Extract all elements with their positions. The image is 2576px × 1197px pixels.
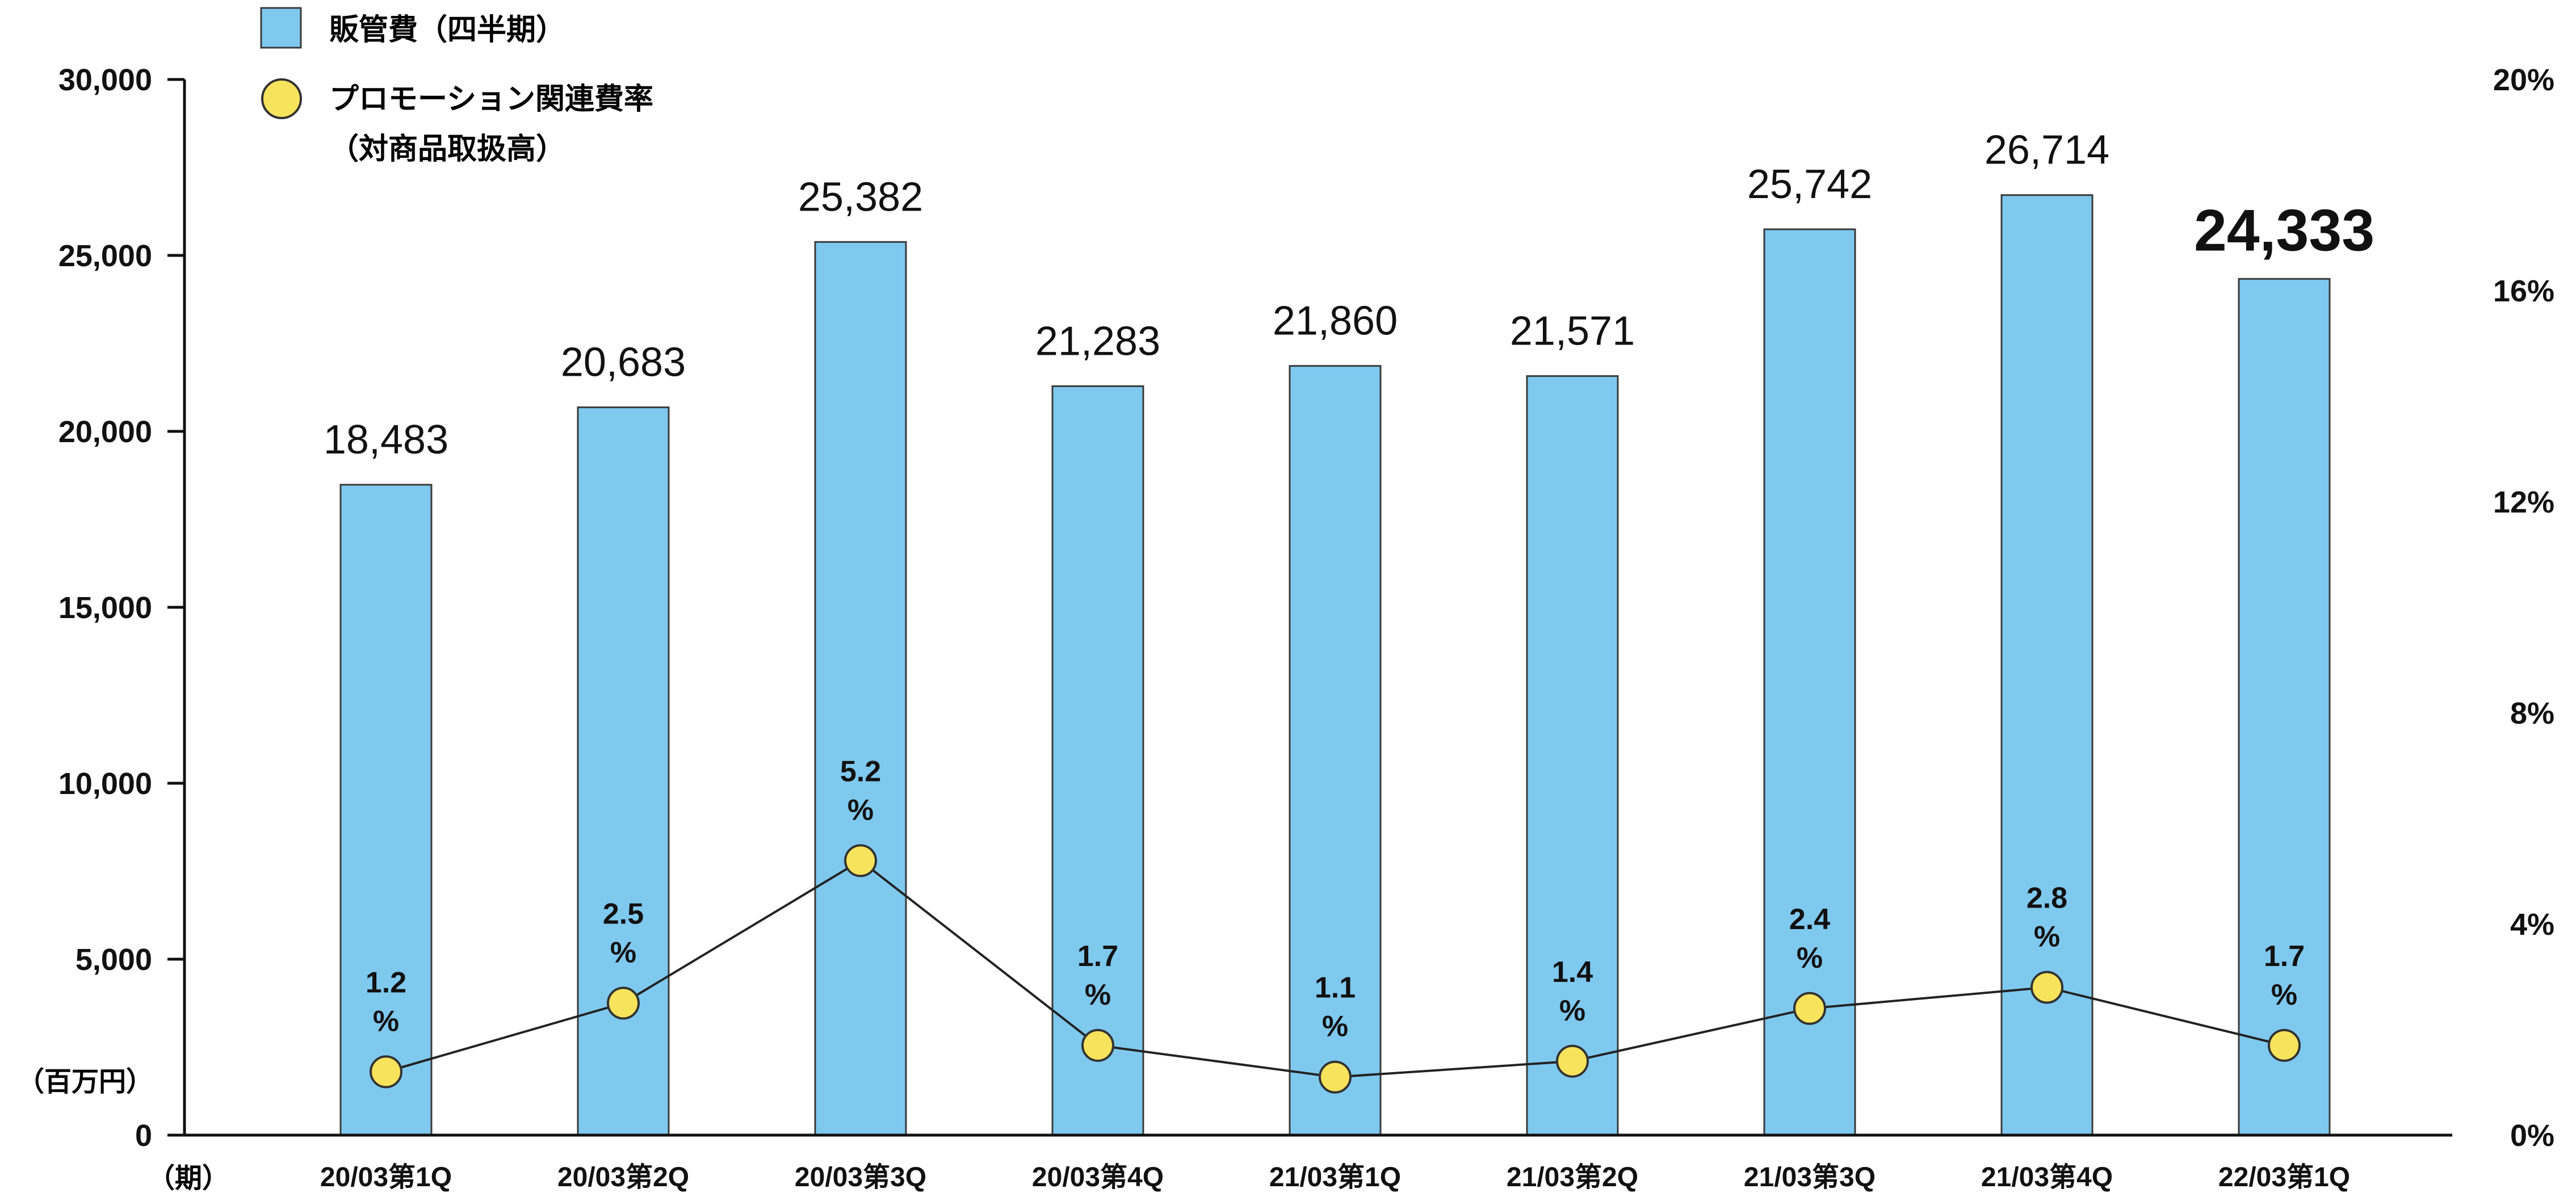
bar [1051,385,1144,1136]
line-marker [1081,1028,1114,1062]
line-value-unit: % [1085,978,1111,1011]
x-tick-label: 21/03第4Q [1981,1162,2113,1192]
right-tick-label: 0% [2510,1119,2554,1153]
bar-value-label: 24,333 [2194,198,2374,263]
left-axis-unit: （百万円） [17,1067,153,1097]
x-tick-label: 20/03第4Q [1032,1162,1164,1192]
legend-bar-swatch [260,7,302,49]
line-value-unit: % [373,1005,399,1038]
left-tick-label: 5,000 [75,943,152,977]
line-value-label: 1.7 [2264,940,2305,973]
bar [1526,375,1619,1136]
x-tick-label: 22/03第1Q [2218,1162,2350,1192]
line-marker [1793,992,1826,1025]
x-tick-label: 20/03第3Q [795,1162,926,1192]
line-series [370,844,2301,1094]
line-value-unit: % [1797,942,1823,975]
left-axis-ticks: 0 5,000 10,000 15,000 20,000 25,000 30,000 [58,63,184,1153]
x-tick-label: 21/03第2Q [1507,1162,1638,1192]
line-value-label: 1.1 [1315,972,1356,1005]
line-marker [370,1055,402,1089]
line-value-label: 2.5 [603,898,644,931]
bar-value-label: 25,382 [798,174,923,220]
line-value-label: 5.2 [840,755,881,788]
bar-value-label: 18,483 [324,417,448,463]
line-value-label: 2.8 [2027,882,2067,915]
left-tick-label: 20,000 [58,415,152,449]
legend-line-marker [261,78,302,119]
right-tick-label: 16% [2493,274,2554,308]
left-tick-label: 25,000 [58,239,152,273]
line-value-label: 2.4 [1789,903,1830,936]
left-tick-label: 30,000 [58,63,152,97]
x-tick-label: 21/03第1Q [1269,1162,1401,1192]
right-tick-label: 8% [2510,696,2554,730]
x-axis-labels: 20/03第1Q 20/03第2Q 20/03第3Q 20/03第4Q 21/03第1Q… [320,1162,2350,1192]
legend: 販管費（四半期） プロモーション関連費率 （対商品取扱高） [260,7,653,166]
bar [2238,278,2331,1136]
bar-value-label: 25,742 [1747,162,1872,207]
bar-value-label: 26,714 [1985,128,2109,173]
left-tick-label: 10,000 [58,767,152,801]
x-tick-label: 21/03第3Q [1744,1162,1876,1192]
bar-value-label: 21,571 [1510,309,1635,354]
line-marker [844,844,877,877]
line-value-unit: % [1322,1010,1348,1043]
legend-line-label-2: （対商品取扱高） [329,133,565,166]
line-value-label: 1.4 [1552,956,1593,989]
line-marker [2268,1028,2301,1062]
x-axis-unit: （期） [148,1164,229,1194]
line-value-label: 1.7 [1077,940,1118,973]
left-tick-label: 15,000 [58,591,152,625]
bar-value-label: 21,860 [1273,299,1398,344]
bar-value-label: 20,683 [561,340,686,385]
line-marker [1556,1044,1589,1078]
line-value-label: 1.2 [366,966,406,999]
right-tick-label: 20% [2493,63,2554,97]
line-value-unit: % [610,936,636,969]
bar [577,406,670,1136]
line-marker [1319,1060,1352,1094]
line-value-unit: % [2034,921,2060,954]
bar [1289,365,1382,1136]
right-tick-label: 4% [2510,908,2554,942]
bar-series [339,194,2331,1136]
line-marker [607,986,640,1020]
line-value-labels: 1.2% 2.5% 5.2% 1.7% 1.1% 1.4% 2.4% 2.8% 1.7% [366,755,2305,1043]
x-tick-label: 20/03第2Q [557,1162,689,1192]
line-value-unit: % [2271,978,2297,1011]
bar [814,241,907,1136]
line-value-unit: % [1559,994,1585,1027]
bar-value-label: 21,283 [1035,318,1160,364]
x-tick-label: 20/03第1Q [320,1162,452,1192]
line-marker [2030,971,2063,1004]
bar [1763,228,1856,1136]
bar-value-labels: 18,483 20,683 25,382 21,283 21,860 21,571 25,7… [324,128,2374,463]
axes [183,79,2452,1137]
line-value-unit: % [848,793,874,826]
right-tick-label: 12% [2493,485,2554,519]
legend-bar-label: 販管費（四半期） [329,14,565,47]
left-tick-label: 0 [135,1119,152,1153]
legend-line-label-1: プロモーション関連費率 [329,83,653,116]
right-axis-ticks: 0% 4% 8% 12% 16% 20% [2493,63,2554,1153]
